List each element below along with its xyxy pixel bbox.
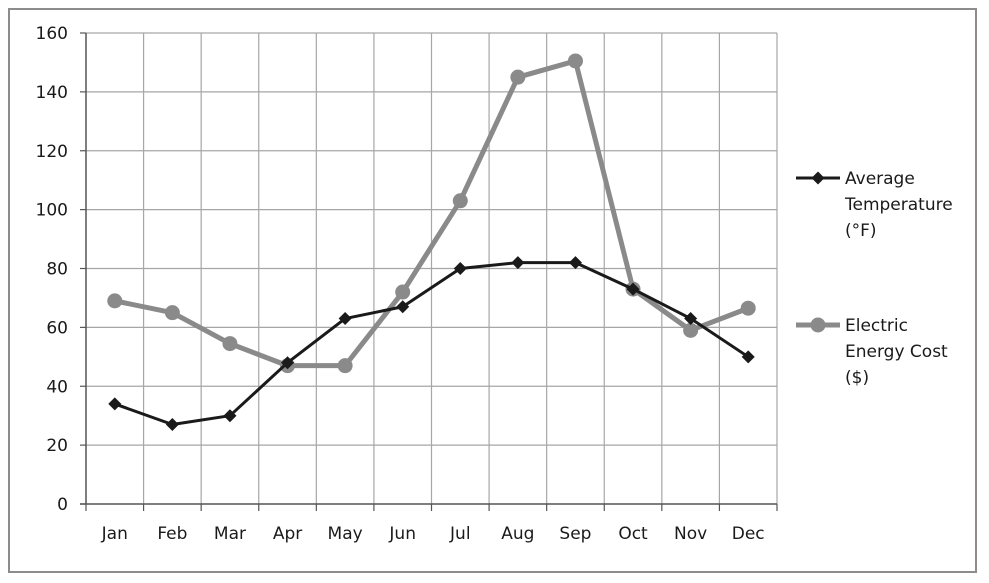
data-point-temperature (223, 409, 237, 423)
y-tick-label: 120 (36, 142, 68, 162)
x-tick-label: Jul (449, 524, 471, 544)
x-tick-label: May (328, 524, 363, 544)
x-tick-label: Jun (388, 524, 416, 544)
legend-label-temperature: Temperature (844, 195, 953, 215)
x-tick-label: Apr (273, 524, 302, 544)
y-tick-label: 160 (36, 24, 68, 44)
data-point-energy-cost (510, 69, 526, 85)
legend-label-energy-cost: Energy Cost (845, 342, 948, 362)
data-point-temperature (338, 312, 352, 326)
series-line-energy-cost (114, 58, 750, 369)
data-point-temperature (453, 262, 467, 275)
series-line-temperature (114, 261, 750, 427)
legend: Average Temperature (°F) Electric Energy Cos… (796, 169, 953, 388)
legend-label-energy-cost: Electric (845, 316, 908, 336)
data-point-temperature (281, 356, 295, 370)
data-point-energy-cost (107, 293, 123, 309)
data-point-energy-cost (222, 336, 238, 352)
x-tick-label: Dec (732, 524, 765, 544)
legend-marker-temperature (811, 171, 825, 185)
data-point-energy-cost (683, 322, 699, 338)
y-tick-label: 80 (46, 260, 68, 280)
data-point-energy-cost (567, 53, 583, 69)
x-tick-label: Aug (501, 524, 534, 544)
data-point-energy-cost (337, 358, 353, 374)
data-point-energy-cost (395, 284, 411, 300)
y-tick-label: 60 (46, 318, 68, 338)
y-tick-label: 40 (46, 377, 68, 397)
series-lines (107, 53, 756, 432)
legend-marker-energy-cost (810, 317, 826, 333)
y-tick-label: 100 (36, 201, 68, 221)
data-point-temperature (165, 418, 179, 432)
data-point-energy-cost (164, 305, 180, 321)
data-point-temperature (741, 350, 755, 364)
data-point-temperature (108, 397, 122, 411)
legend-label-temperature: (°F) (845, 221, 877, 241)
data-point-temperature (626, 282, 640, 296)
data-point-temperature (396, 300, 410, 314)
data-point-energy-cost (740, 300, 756, 316)
x-tick-label: Feb (157, 524, 187, 544)
y-tick-label: 0 (57, 495, 68, 515)
x-tick-label: Mar (214, 524, 246, 544)
x-tick-label: Sep (559, 524, 591, 544)
data-point-temperature (511, 256, 525, 270)
legend-label-temperature: Average (845, 169, 915, 189)
x-tick-label: Nov (674, 524, 707, 544)
data-point-temperature (684, 312, 698, 326)
data-point-temperature (568, 256, 582, 270)
data-point-energy-cost (452, 193, 468, 209)
legend-label-energy-cost: ($) (845, 368, 869, 388)
y-tick-label: 140 (36, 83, 68, 103)
y-tick-label: 20 (46, 436, 68, 456)
axes: 0 20 40 60 80 100 120 140 160 Jan Feb Mar Apr May Jun J… (36, 24, 778, 544)
chart-frame (8, 8, 977, 573)
gridlines (86, 32, 778, 504)
x-tick-label: Oct (618, 524, 648, 544)
x-tick-label: Jan (101, 524, 128, 544)
